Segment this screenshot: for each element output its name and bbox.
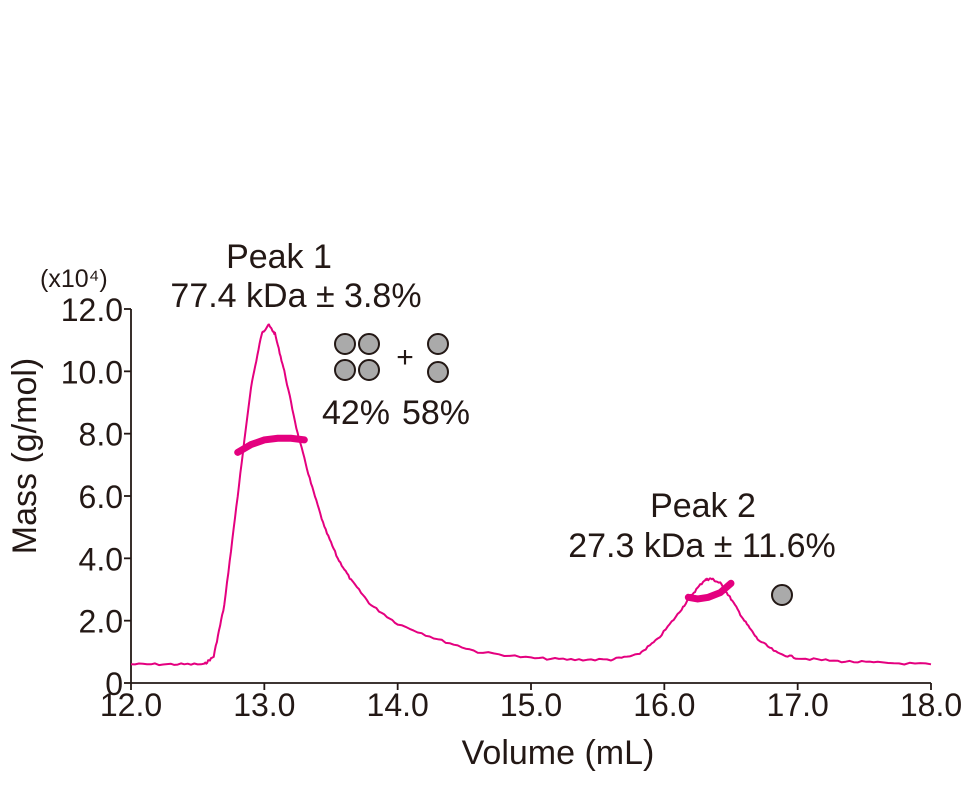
x-tick-label: 13.0 <box>233 687 295 723</box>
y-tick-label: 8.0 <box>79 417 123 453</box>
x-tick-label: 12.0 <box>100 687 162 723</box>
peak2-mass-line <box>684 579 735 603</box>
x-tick-label: 15.0 <box>500 687 562 723</box>
x-tick-label: 17.0 <box>767 687 829 723</box>
peak2-title: Peak 2 <box>650 487 756 525</box>
y-ticks: 0 2.0 4.0 6.0 8.0 10.0 12.0 <box>61 292 131 702</box>
y-scale-label: (x10⁴) <box>40 265 108 293</box>
x-axis-label: Volume (mL) <box>462 734 655 772</box>
peak1-mass-line <box>234 434 308 456</box>
x-tick-label: 14.0 <box>367 687 429 723</box>
dimer-percent: 58% <box>402 394 470 432</box>
y-tick-label: 10.0 <box>61 354 123 390</box>
monomer-icon <box>771 584 793 606</box>
tetramer-icon <box>334 333 380 381</box>
x-tick-label: 16.0 <box>633 687 695 723</box>
elution-trace-line <box>130 323 932 667</box>
peak1-title: Peak 1 <box>226 238 332 276</box>
x-tick-label: 18.0 <box>900 687 962 723</box>
y-axis-label: Mass (g/mol) <box>6 358 44 554</box>
x-ticks: 12.0 13.0 14.0 15.0 16.0 17.0 18.0 <box>100 683 962 723</box>
dimer-icon <box>427 333 449 383</box>
y-tick-label: 0 <box>105 666 123 702</box>
peak1-mass-label: 77.4 kDa ± 3.8% <box>170 277 421 315</box>
plus-sign: + <box>396 341 414 374</box>
peak2-mass-label: 27.3 kDa ± 11.6% <box>568 527 836 565</box>
y-tick-label: 6.0 <box>79 479 123 515</box>
y-tick-label: 12.0 <box>61 292 123 328</box>
tetramer-percent: 42% <box>322 394 390 432</box>
y-tick-label: 2.0 <box>79 604 123 640</box>
y-tick-label: 4.0 <box>79 541 123 577</box>
